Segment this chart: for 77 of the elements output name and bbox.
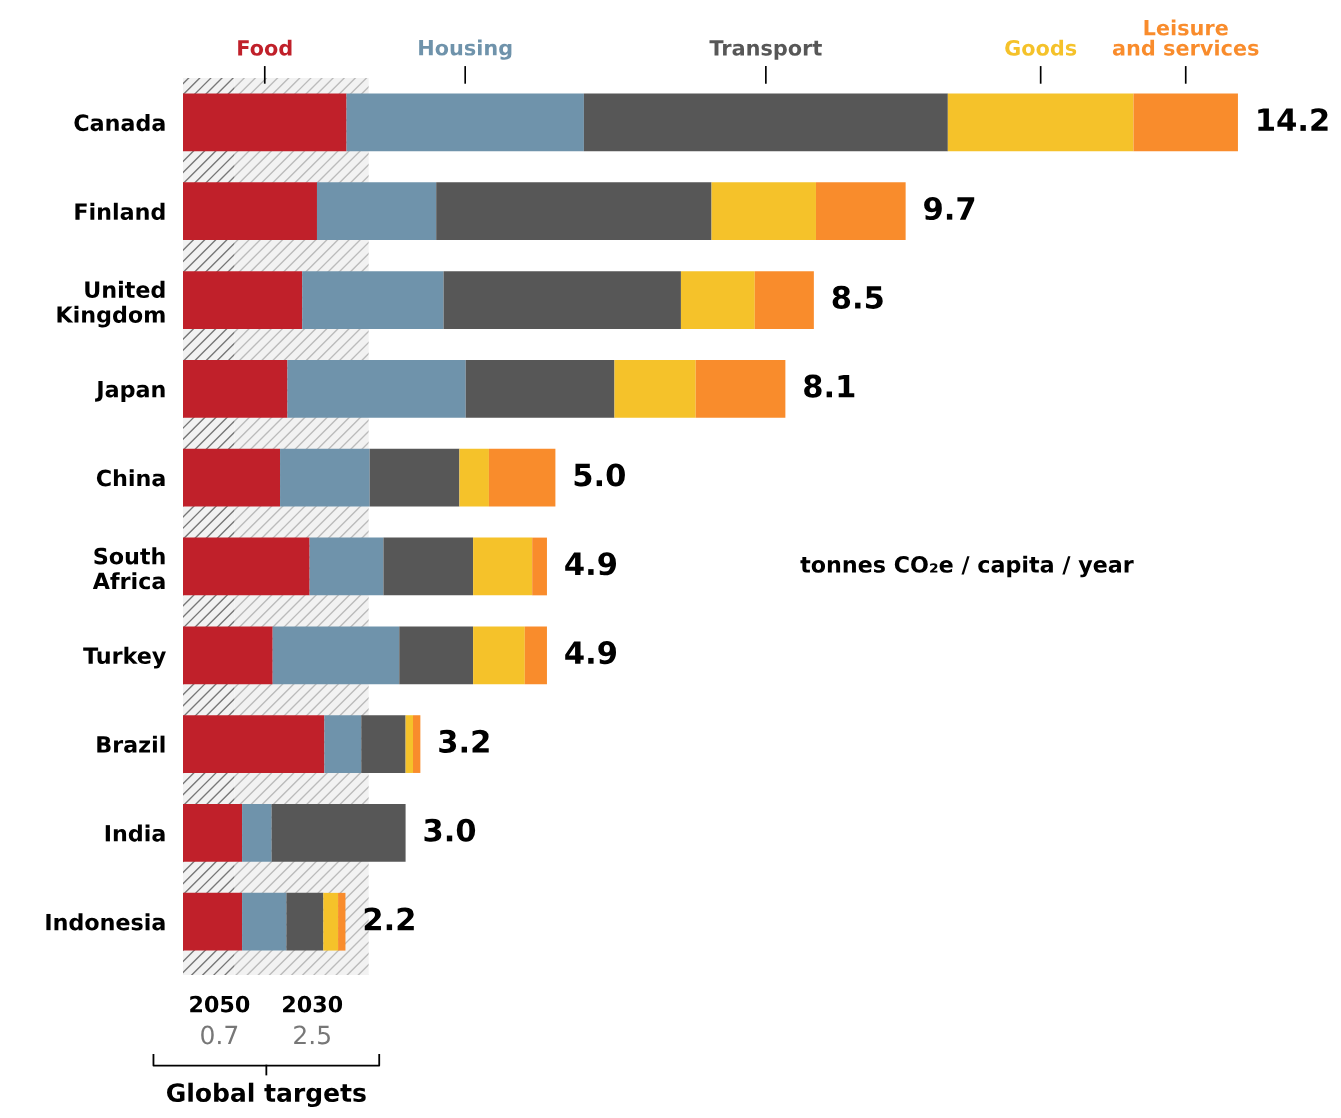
text: Leisure and services: [1112, 19, 1259, 56]
y-tick-label: Indonesia: [46, 913, 165, 931]
y-tick-label: Canada: [74, 113, 165, 132]
bar: [338, 892, 346, 951]
y-tick-label: Japan: [95, 381, 165, 402]
bar: [815, 182, 906, 241]
bar: [323, 892, 339, 951]
bar: [183, 626, 273, 685]
annotation: 8.1: [804, 374, 855, 398]
bar: [183, 182, 317, 241]
bar: [183, 448, 281, 507]
series-label: Food: [238, 39, 292, 56]
y-tick-label: China: [96, 469, 165, 487]
bar: [695, 359, 786, 418]
y-tick-label: Turkey: [83, 646, 166, 669]
band-label: 2030 2.5: [283, 995, 343, 1045]
bar: [583, 93, 948, 152]
bar: [242, 804, 272, 862]
bar: [412, 715, 421, 773]
bar: [302, 271, 444, 329]
series-label: Goods: [1005, 39, 1077, 56]
y-tick-label: Finland: [75, 202, 165, 220]
bar: [436, 182, 712, 241]
bar: [346, 93, 584, 152]
bar: [183, 359, 288, 418]
bar: [369, 448, 460, 507]
series-label: Housing: [419, 39, 512, 60]
annotation: 2.2: [364, 907, 414, 931]
annotation: 4.9: [565, 552, 617, 576]
bar: [280, 448, 370, 507]
bar: [183, 804, 243, 862]
y-tick-label: India: [105, 824, 165, 842]
annotation: 14.2: [1258, 108, 1328, 131]
bar: [488, 448, 556, 507]
text: Global targets: [167, 1082, 366, 1108]
y-tick-label: United Kingdom: [57, 280, 165, 328]
y-tick-label: South Africa: [92, 547, 165, 590]
bar: [183, 537, 310, 596]
bar: [680, 271, 755, 329]
bar: [947, 93, 1134, 152]
bar: [405, 715, 413, 773]
bar: [361, 715, 406, 773]
bar: [459, 448, 489, 507]
bar: [286, 892, 324, 951]
bar: [183, 271, 303, 329]
bar: [443, 271, 681, 329]
annotation: 3.2: [439, 729, 489, 753]
y-tick-label: Brazil: [97, 735, 165, 753]
bar: [183, 892, 243, 951]
bar: [1133, 93, 1238, 152]
bar: [316, 182, 437, 241]
annotation: 8.5: [832, 285, 883, 309]
bar: [711, 182, 816, 241]
bar: [287, 359, 466, 418]
annotation: 9.7: [924, 197, 975, 221]
annotation: 5.0: [574, 463, 625, 487]
bar: [465, 359, 615, 418]
bar: [399, 626, 474, 685]
bar: [272, 626, 400, 685]
bar: [473, 537, 533, 596]
bar: [524, 626, 547, 685]
bar: [183, 93, 347, 152]
series-label: Transport: [709, 40, 822, 60]
bar: [324, 715, 362, 773]
bar: [183, 715, 325, 773]
bar: [309, 537, 384, 596]
bar: [242, 892, 287, 951]
bar: [383, 537, 474, 596]
bar: [614, 359, 696, 418]
bar: [271, 804, 406, 862]
annotation: 3.0: [424, 818, 476, 842]
band-label: 2050 0.7: [190, 995, 250, 1045]
bar: [532, 537, 547, 596]
bar: [754, 271, 814, 329]
bar: [473, 626, 525, 685]
annotation: tonnes CO₂e / capita / year: [800, 555, 1134, 578]
annotation: 4.9: [565, 641, 617, 665]
